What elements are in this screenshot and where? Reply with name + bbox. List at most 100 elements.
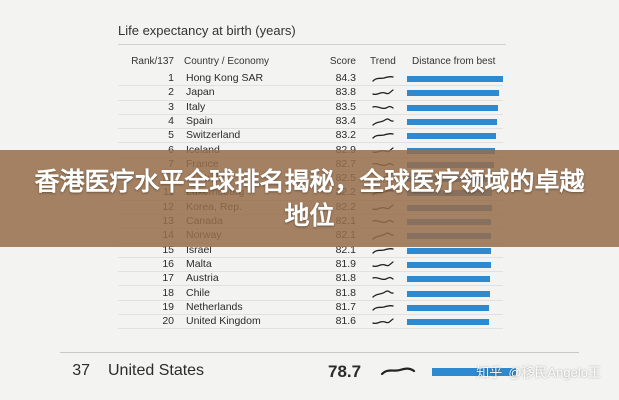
table-row: 4 Spain 83.4	[0, 114, 619, 130]
row-trend-sparkline	[372, 118, 394, 126]
title-divider	[118, 44, 506, 45]
row-country: Switzerland	[186, 129, 241, 142]
row-distance-bar	[407, 133, 497, 140]
row-rank: 4	[168, 114, 174, 127]
row-rank: 15	[162, 243, 174, 256]
row-rank: 19	[162, 300, 174, 313]
headline-banner: 香港医疗水平全球排名揭秘，全球医疗领域的卓越地位	[0, 150, 619, 247]
row-distance-bar	[407, 290, 490, 297]
row-distance-track	[407, 90, 503, 97]
row-rank: 16	[162, 257, 174, 270]
row-score: 81.9	[335, 257, 356, 270]
row-divider	[118, 113, 503, 115]
row-country: Italy	[186, 100, 206, 113]
row-divider	[118, 299, 503, 301]
row-divider	[118, 85, 503, 87]
row-trend-sparkline	[372, 261, 394, 267]
row-score: 83.8	[335, 86, 356, 99]
table-row: 20 United Kingdom 81.6	[0, 315, 619, 330]
row-divider	[118, 99, 503, 101]
row-score: 83.4	[335, 114, 356, 127]
row-divider	[118, 328, 503, 330]
row-distance-track	[407, 261, 503, 268]
table-row: 17 Austria 81.8	[0, 272, 619, 287]
highlight-trend-sparkline	[380, 367, 416, 376]
highlight-rank: 37	[72, 362, 90, 379]
row-distance-track	[407, 304, 503, 311]
row-rank: 20	[162, 315, 174, 328]
row-trend-sparkline	[372, 89, 394, 96]
row-divider	[118, 285, 503, 287]
row-distance-bar	[407, 261, 491, 268]
row-score: 81.8	[335, 272, 356, 285]
row-country: Japan	[186, 86, 215, 99]
row-distance-track	[407, 76, 503, 82]
row-score: 81.7	[335, 300, 356, 313]
row-country: Netherlands	[186, 300, 243, 313]
row-rank: 18	[162, 286, 174, 299]
row-trend-sparkline	[372, 304, 394, 311]
row-trend-sparkline	[372, 289, 394, 298]
watermark-author: @移民Angelo王	[508, 365, 601, 380]
row-divider	[118, 271, 503, 273]
watermark-platform: 知乎	[476, 365, 503, 380]
table-row: 1 Hong Kong SAR 84.3	[0, 72, 619, 87]
table-row: 5 Switzerland 83.2	[0, 129, 619, 144]
row-distance-bar	[407, 76, 503, 82]
row-distance-bar	[407, 118, 498, 125]
row-distance-bar	[407, 276, 490, 283]
row-country: Hong Kong SAR	[186, 72, 264, 84]
row-distance-bar	[407, 104, 499, 111]
row-country: Malta	[186, 257, 212, 270]
row-trend-sparkline	[372, 75, 394, 82]
row-divider	[118, 314, 503, 316]
column-header-country: Country / Economy	[184, 56, 270, 67]
row-rank: 6	[116, 144, 174, 156]
row-country: United Kingdom	[186, 315, 261, 328]
row-distance-bar	[407, 90, 500, 97]
row-country: Spain	[186, 114, 213, 127]
row-distance-bar	[407, 247, 492, 254]
column-header-distance: Distance from best	[412, 56, 496, 67]
row-distance-track	[407, 247, 503, 254]
row-distance-track	[407, 319, 503, 326]
row-distance-track	[407, 104, 503, 111]
row-distance-track	[407, 276, 503, 283]
watermark: 知乎 @移民Angelo王	[476, 362, 601, 381]
table-row: 19 Netherlands 81.7	[0, 300, 619, 316]
row-distance-bar	[407, 319, 489, 326]
column-header-score: Score	[329, 56, 356, 67]
table-row: 18 Chile 81.8	[0, 287, 619, 301]
bottom-divider	[60, 352, 579, 353]
row-trend-sparkline	[372, 318, 394, 325]
row-rank: 17	[162, 272, 174, 285]
row-rank: 1	[168, 72, 174, 84]
row-trend-sparkline	[372, 247, 394, 254]
row-divider	[118, 142, 503, 144]
highlight-score: 78.7	[328, 362, 362, 381]
row-distance-track	[407, 118, 503, 125]
row-rank: 2	[168, 86, 174, 99]
row-rank: 3	[168, 100, 174, 113]
row-score: 81.6	[335, 315, 356, 328]
row-trend-sparkline	[372, 277, 394, 281]
row-distance-bar	[407, 304, 489, 311]
column-header-trend: Trend	[370, 56, 396, 67]
row-trend-sparkline	[372, 105, 394, 109]
row-score: 84.3	[335, 72, 356, 84]
highlight-row: 37 United States 78.7	[0, 356, 619, 386]
row-score: 81.8	[335, 286, 356, 299]
row-divider	[118, 256, 503, 258]
row-country: Austria	[186, 272, 219, 285]
highlight-country: United States	[108, 362, 205, 379]
table-row: 3 Italy 83.5	[0, 101, 619, 115]
row-trend-sparkline	[372, 133, 394, 139]
table-title: Life expectancy at birth (years)	[118, 23, 296, 38]
column-header-rank: Rank/137	[131, 56, 174, 67]
table-row: 16 Malta 81.9	[0, 257, 619, 273]
headline-text: 香港医疗水平全球排名揭秘，全球医疗领域的卓越地位	[34, 166, 585, 230]
row-rank: 5	[168, 129, 174, 142]
highlight-distance-track	[432, 368, 552, 376]
highlight-distance-bar	[432, 368, 516, 376]
